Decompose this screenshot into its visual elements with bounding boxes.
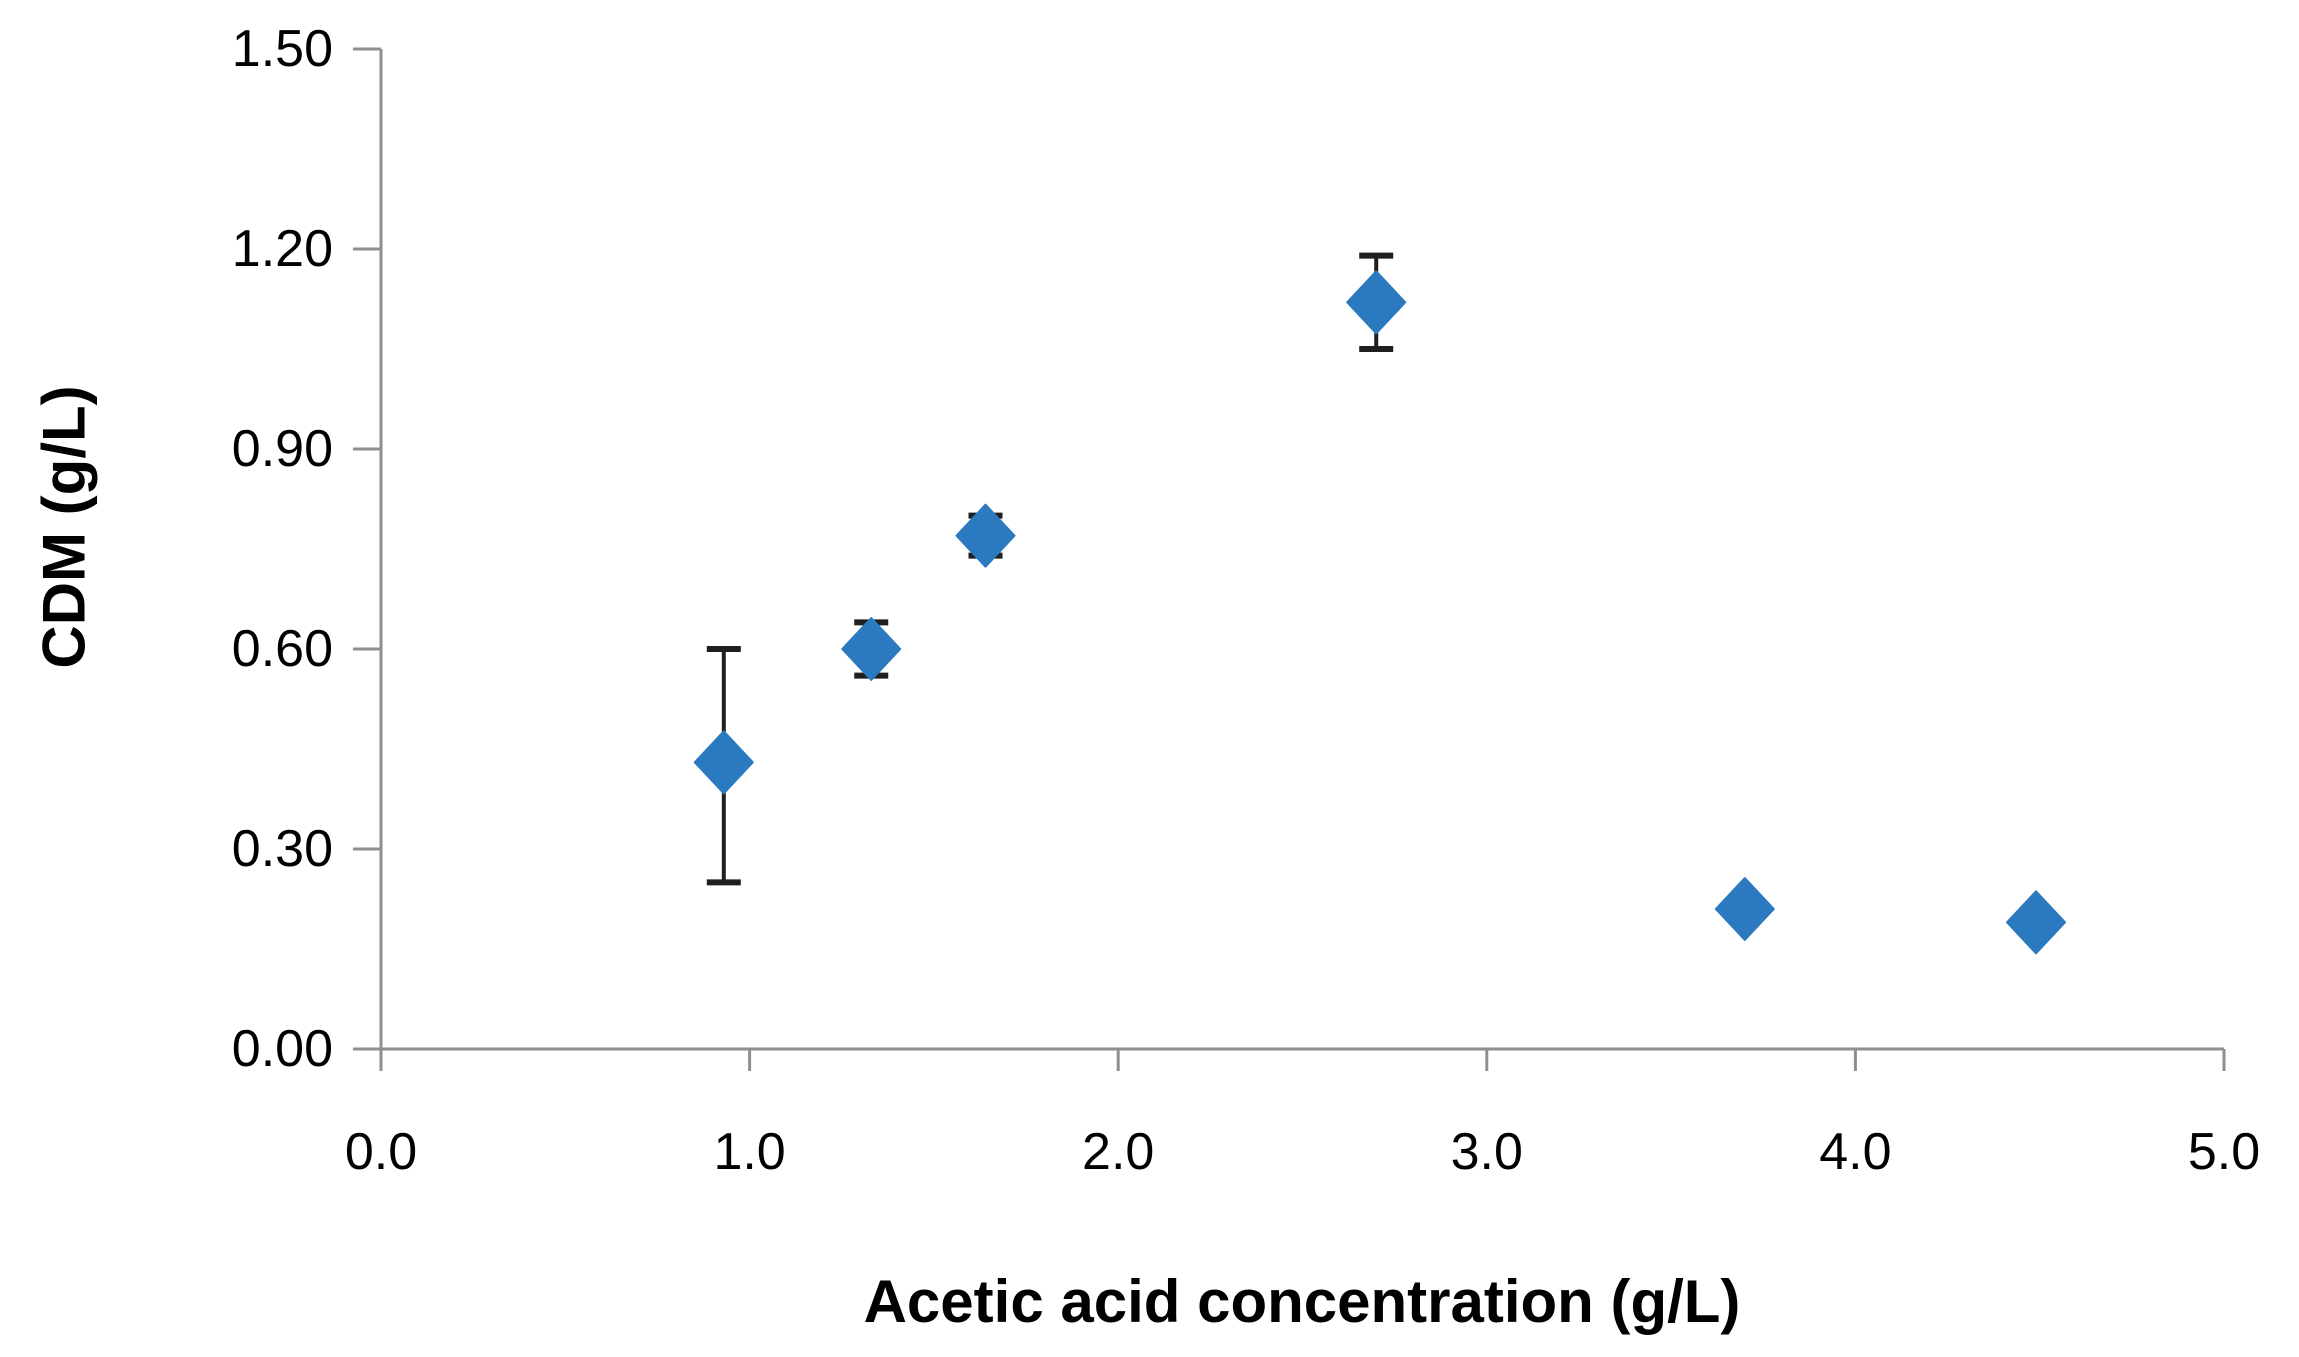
y-axis-tick-label: 1.50 <box>232 20 333 78</box>
data-point-diamond <box>2006 890 2067 955</box>
y-axis-tick-label: 0.00 <box>232 1020 333 1078</box>
x-axis-title: Acetic acid concentration (g/L) <box>864 1268 1741 1335</box>
plot-area: 0.00 0.30 0.60 0.90 1.20 1.50 0.0 1.0 2.0 3.0 4.0 5… <box>232 20 2260 1181</box>
y-axis-tick-label: 0.60 <box>232 620 333 678</box>
x-axis-tick-label: 5.0 <box>2188 1123 2260 1181</box>
y-axis-title: CDM (g/L) <box>31 385 98 668</box>
x-axis-tick-label: 1.0 <box>713 1123 785 1181</box>
y-axis-tick-label: 0.90 <box>232 420 333 478</box>
data-point-diamond <box>1714 877 1775 941</box>
axis-lines <box>379 49 2224 1051</box>
data-point-diamond <box>693 730 754 795</box>
data-point-diamond <box>1346 270 1407 335</box>
x-axis-tick-label: 3.0 <box>1451 1123 1523 1181</box>
x-axis-tick-label: 0.0 <box>345 1123 417 1181</box>
data-point-diamond <box>841 617 902 681</box>
y-axis-tick-label: 1.20 <box>232 220 333 278</box>
y-axis-tick-label: 0.30 <box>232 820 333 878</box>
x-axis-tick-label: 4.0 <box>1819 1123 1891 1181</box>
x-axis-tick-label: 2.0 <box>1082 1123 1154 1181</box>
data-point-diamond <box>955 503 1016 568</box>
